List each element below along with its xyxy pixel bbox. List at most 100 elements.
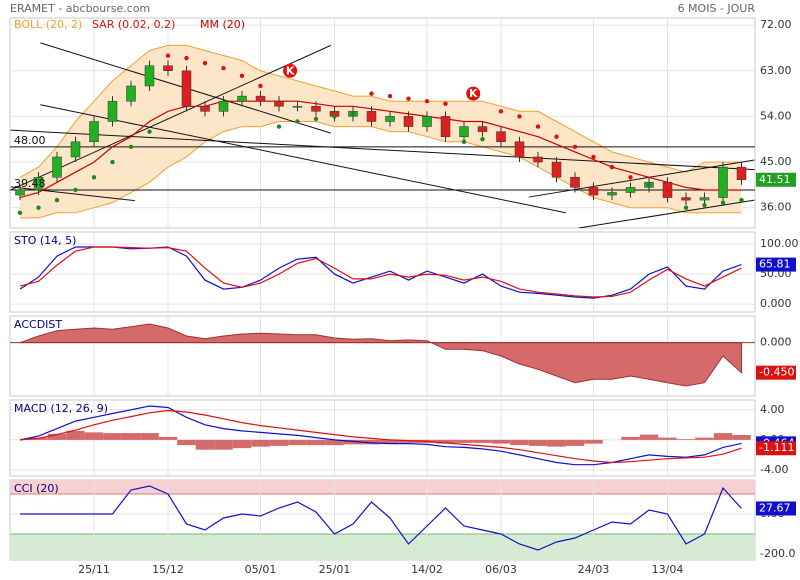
- end-label-box: [756, 441, 796, 456]
- candle-body: [533, 156, 543, 163]
- x-tick-label: 06/03: [485, 563, 517, 576]
- y-tick-label: 36.00: [760, 201, 792, 214]
- sar-dot: [73, 187, 78, 193]
- candle-body: [126, 85, 136, 102]
- sar-dot: [295, 119, 300, 124]
- sar-dot: [184, 55, 189, 61]
- sar-dot: [239, 73, 245, 79]
- sar-dot: [646, 182, 652, 188]
- histogram-bar: [140, 433, 159, 440]
- area: [19, 323, 742, 387]
- sar-dot: [91, 175, 97, 180]
- histogram-bar: [454, 439, 474, 443]
- candle-body: [607, 192, 617, 196]
- x-tick-label: 14/02: [411, 563, 443, 576]
- h-line-label: 39.48: [14, 177, 46, 190]
- histogram-bar: [325, 439, 344, 446]
- sar-dot: [110, 159, 115, 165]
- legend-boll: BOLL (20, 2): [14, 18, 82, 31]
- sar-dot: [36, 205, 41, 210]
- y-tick-label: -200.0: [760, 547, 795, 560]
- y-tick-label: 100.00: [760, 237, 799, 250]
- plot-area: [10, 480, 755, 560]
- boll-upper: [19, 44, 742, 178]
- candle-body: [255, 95, 266, 102]
- candle-body: [163, 65, 173, 72]
- end-label: -0.450: [759, 366, 794, 379]
- trend-line: [528, 159, 755, 198]
- y-tick-label: 63.00: [760, 64, 792, 77]
- histogram-bar: [584, 439, 603, 444]
- candle-body: [15, 189, 25, 196]
- trend-line: [578, 199, 755, 228]
- legend-mm: MM (20): [200, 18, 245, 31]
- mm-line: [19, 100, 742, 199]
- sar-dot: [554, 134, 559, 139]
- legend-sar: SAR (0.02, 0.2): [92, 18, 175, 31]
- histogram-bar: [103, 433, 122, 440]
- plot-area: [10, 18, 755, 228]
- candle-body: [440, 116, 451, 137]
- candle-body: [403, 116, 414, 127]
- histogram-bar: [251, 439, 270, 447]
- histogram-bar: [232, 439, 252, 449]
- x-tick-label: 25/01: [319, 563, 351, 576]
- candle-body: [514, 141, 525, 158]
- series-line: [19, 409, 742, 464]
- marker-label: K: [286, 64, 295, 77]
- sar-dot: [387, 93, 393, 99]
- histogram-bar: [399, 439, 418, 443]
- histogram-bar: [47, 433, 67, 440]
- histogram-bar: [473, 439, 492, 443]
- candle-body: [681, 197, 691, 201]
- series-line: [20, 485, 742, 551]
- candle-body: [218, 100, 229, 112]
- y-tick-label: 0.000: [760, 336, 792, 349]
- panel: [9, 231, 756, 313]
- candle-body: [718, 166, 728, 198]
- sar-dot: [332, 114, 337, 119]
- y-tick-label: 4.00: [760, 403, 785, 416]
- panel-label: STO (14, 5): [14, 234, 76, 247]
- end-label: 41.51: [759, 173, 791, 186]
- trend-line: [10, 186, 135, 202]
- sar-dot: [480, 137, 485, 142]
- candle-body: [588, 187, 599, 196]
- histogram-bar: [214, 439, 233, 450]
- candle-body: [89, 121, 99, 143]
- histogram-bar: [639, 434, 659, 440]
- sar-dot: [424, 98, 430, 104]
- trend-line: [10, 129, 755, 171]
- histogram-bar: [491, 439, 511, 444]
- plot-area: [10, 400, 755, 476]
- candle-body: [200, 106, 210, 112]
- boll-lower: [20, 121, 742, 219]
- histogram-bar: [177, 439, 196, 446]
- sar-dot: [221, 66, 226, 71]
- end-label: -1.111: [759, 441, 794, 454]
- histogram-bar: [380, 439, 400, 444]
- histogram-bar: [528, 439, 548, 446]
- sar-dot: [350, 111, 356, 117]
- candle-body: [551, 161, 562, 178]
- upper-band: [10, 480, 755, 494]
- x-tick-label: 05/01: [245, 563, 277, 576]
- candle-body: [144, 65, 155, 87]
- marker-label: K: [469, 87, 478, 100]
- sar-dot: [128, 144, 134, 150]
- histogram-bar: [621, 436, 640, 440]
- candle-body: [181, 70, 192, 107]
- histogram-bar: [158, 436, 178, 440]
- end-label: 27.67: [759, 501, 791, 514]
- y-tick-label: 54.00: [760, 109, 792, 122]
- sar-dot: [461, 139, 467, 144]
- sar-dot: [54, 197, 60, 203]
- sar-dot: [720, 200, 726, 205]
- end-label: 65.81: [759, 258, 791, 271]
- marker: [466, 86, 481, 101]
- histogram-bar: [565, 439, 585, 446]
- candle-body: [311, 106, 321, 112]
- series-line: [19, 405, 742, 466]
- candle-body: [699, 197, 710, 201]
